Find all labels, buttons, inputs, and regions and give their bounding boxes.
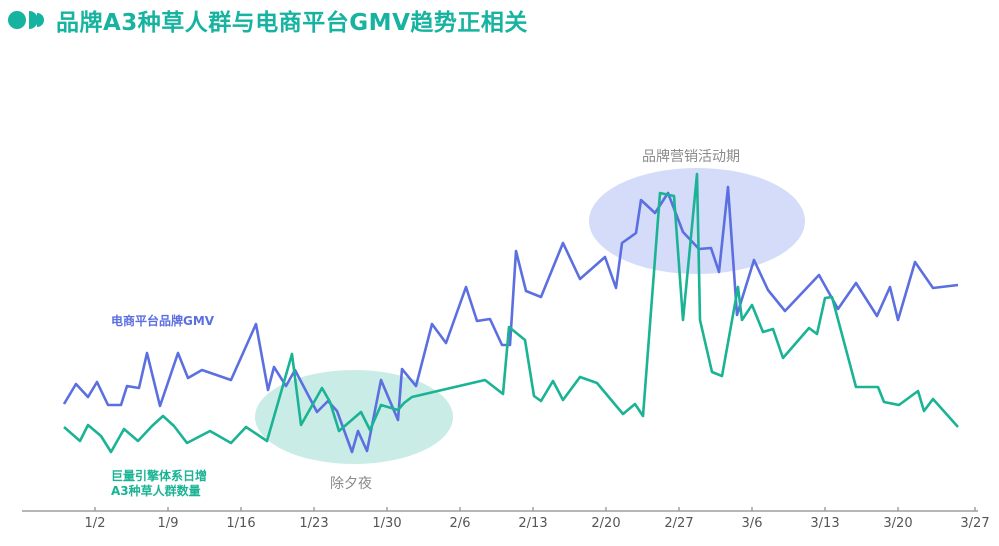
holiday-annotation: 除夕夜 bbox=[330, 476, 372, 492]
chart-title-bar: 品牌A3种草人群与电商平台GMV趋势正相关 bbox=[6, 4, 528, 36]
x-tick-label: 1/23 bbox=[299, 516, 329, 531]
a3-series-label-line1: 巨量引擎体系日增 bbox=[111, 469, 208, 483]
x-tick-label: 1/9 bbox=[157, 516, 179, 531]
gmv-line bbox=[62, 185, 959, 454]
gmv-series-label: 电商平台品牌GMV bbox=[111, 314, 215, 328]
a3-series-label-line2: A3种草人群数量 bbox=[111, 484, 201, 498]
x-axis-ticks bbox=[94, 507, 976, 511]
x-tick-label: 1/16 bbox=[226, 516, 256, 531]
x-tick-label: 3/20 bbox=[883, 516, 913, 531]
x-tick-label: 2/27 bbox=[664, 516, 694, 531]
x-tick-label: 2/13 bbox=[518, 516, 548, 531]
a3-line bbox=[63, 172, 959, 454]
x-tick-label: 3/27 bbox=[960, 516, 990, 531]
x-tick-label: 3/6 bbox=[741, 516, 763, 531]
x-tick-label: 3/13 bbox=[810, 516, 840, 531]
campaign-annotation: 品牌营销活动期 bbox=[642, 149, 740, 165]
x-tick-label: 1/2 bbox=[84, 516, 106, 531]
title-dots-icon bbox=[6, 9, 48, 31]
chart-title: 品牌A3种草人群与电商平台GMV趋势正相关 bbox=[56, 10, 528, 36]
x-tick-label: 1/30 bbox=[372, 516, 402, 531]
x-tick-label: 2/20 bbox=[591, 516, 621, 531]
x-tick-label: 2/6 bbox=[449, 516, 471, 531]
